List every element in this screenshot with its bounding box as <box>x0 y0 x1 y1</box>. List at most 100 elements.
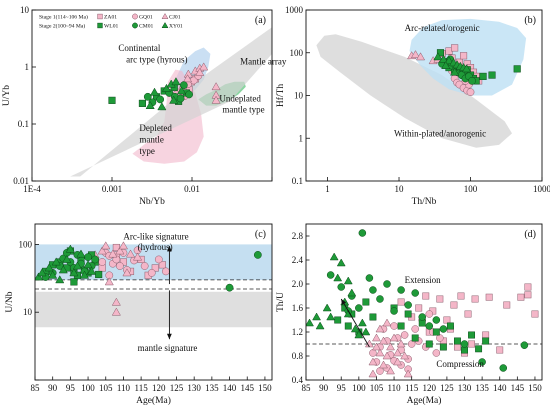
data-point-CJ01 <box>211 82 221 91</box>
data-point-XY01 <box>51 257 61 266</box>
data-point-GQ01 <box>411 325 419 333</box>
data-point-WL01 <box>482 337 490 345</box>
x-tick-label: 0.01 <box>184 184 200 194</box>
data-point-CJ01 <box>400 351 410 360</box>
data-point-XY01 <box>72 261 83 270</box>
data-point-CM01 <box>185 90 193 99</box>
data-point-XY01 <box>350 324 360 333</box>
data-point-CM01 <box>156 95 165 104</box>
data-point-CJ01 <box>97 246 107 255</box>
data-point-CM01 <box>390 307 398 315</box>
legend: Stage 1(114~106 Ma) Stage 2(100~94 Ma) ZA0… <box>37 12 197 32</box>
annotation: Within-plated/anorogenic <box>394 128 486 138</box>
data-point-CJ01 <box>118 241 128 250</box>
data-point-XY01 <box>87 266 97 275</box>
panel-c: 85 90 95 100 105 110 115 120 125 130 135 140 145 1501… <box>5 223 273 406</box>
series-CM01 <box>326 229 529 372</box>
data-point-ZA01 <box>436 295 444 303</box>
data-point-XY01 <box>450 67 460 76</box>
data-point-XY01 <box>55 275 65 284</box>
data-point-ZA01 <box>524 283 532 291</box>
data-point-CJ01 <box>115 246 125 255</box>
data-point-XY01 <box>48 270 58 279</box>
y-tick-label: 0.4 <box>292 375 304 385</box>
data-point-GQ01 <box>154 255 163 264</box>
data-point-CJ01 <box>393 348 403 357</box>
panel-label: (c) <box>255 229 266 240</box>
data-point-CM01 <box>253 251 262 259</box>
data-point-WL01 <box>439 343 447 351</box>
data-point-XY01 <box>157 102 167 111</box>
series-CJ01 <box>364 318 413 378</box>
data-point-CJ01 <box>375 348 385 357</box>
data-point-CM01 <box>326 271 335 279</box>
legend-label-ZA01: ZA01 <box>104 15 117 21</box>
data-point-ZA01 <box>496 346 504 354</box>
data-point-CM01 <box>369 286 377 294</box>
field-1 <box>409 18 527 96</box>
x-tick-label: 120 <box>423 383 437 393</box>
y-tick-label: 1 <box>299 133 304 143</box>
x-tick-label: 1 <box>325 184 330 194</box>
x-tick-label: 1E-4 <box>23 184 41 194</box>
data-point-CJ01 <box>108 249 118 258</box>
plot-area <box>38 27 272 177</box>
data-point-WL01 <box>425 340 433 348</box>
data-point-WL01 <box>488 71 496 79</box>
y-tick-label: 2.4 <box>292 255 304 265</box>
annotation: Compression <box>436 359 484 369</box>
data-point-CJ01 <box>410 50 421 59</box>
data-point-ZA01 <box>524 291 532 299</box>
x-tick-label: 110 <box>117 383 131 393</box>
data-point-XY01 <box>315 321 325 330</box>
x-tick-label: 90 <box>319 383 329 393</box>
data-point-WL01 <box>362 298 370 306</box>
data-point-CM01 <box>478 358 486 366</box>
band-1 <box>35 291 272 328</box>
arrow-head-0 <box>341 299 347 305</box>
x-axis-label: Nb/Yb <box>139 197 165 207</box>
data-point-CJ01 <box>125 249 136 258</box>
panel-label: (a) <box>255 15 266 26</box>
data-point-XY01 <box>336 258 346 267</box>
data-point-CM01 <box>383 280 391 288</box>
annotation: Mantle array <box>240 57 287 67</box>
y-tick-label: 0.8 <box>292 351 304 361</box>
x-tick-label: 125 <box>440 383 454 393</box>
data-point-CJ01 <box>379 336 388 345</box>
series-XY01 <box>145 77 187 111</box>
data-point-CJ01 <box>368 357 378 366</box>
data-point-WL01 <box>468 331 476 339</box>
axes-frame <box>34 223 273 381</box>
data-point-XY01 <box>145 101 155 109</box>
data-point-CM01 <box>418 313 427 321</box>
data-point-CM01 <box>520 341 529 349</box>
data-point-XY01 <box>441 60 451 69</box>
data-point-XY01 <box>312 312 321 321</box>
data-point-CM01 <box>468 76 476 85</box>
annotation: Continental <box>118 43 160 53</box>
data-point-GQ01 <box>162 267 170 276</box>
data-point-ZA01 <box>443 316 451 324</box>
data-point-XY01 <box>326 312 336 321</box>
plot-area <box>306 229 542 378</box>
data-point-XY01 <box>306 318 314 327</box>
data-point-ZA01 <box>460 52 468 60</box>
y-tick-label: 100 <box>19 239 33 249</box>
axes-frame <box>31 9 273 182</box>
annotation: mantle signature <box>138 343 198 353</box>
data-point-CM01 <box>337 283 345 291</box>
legend-marker-XY01 <box>161 21 169 28</box>
field-3 <box>38 27 272 177</box>
annotation: mantle type <box>222 104 264 114</box>
panel-label: (d) <box>524 229 536 240</box>
data-point-CJ01 <box>389 333 399 342</box>
data-point-ZA01 <box>451 44 459 52</box>
data-point-CM01 <box>84 253 92 261</box>
y-axis-label: Hf/Th <box>275 84 286 107</box>
data-point-XY01 <box>333 273 343 282</box>
data-point-CM01 <box>425 322 434 330</box>
x-tick-label: 130 <box>187 383 201 393</box>
data-point-XY01 <box>35 272 44 281</box>
data-point-WL01 <box>95 270 103 279</box>
